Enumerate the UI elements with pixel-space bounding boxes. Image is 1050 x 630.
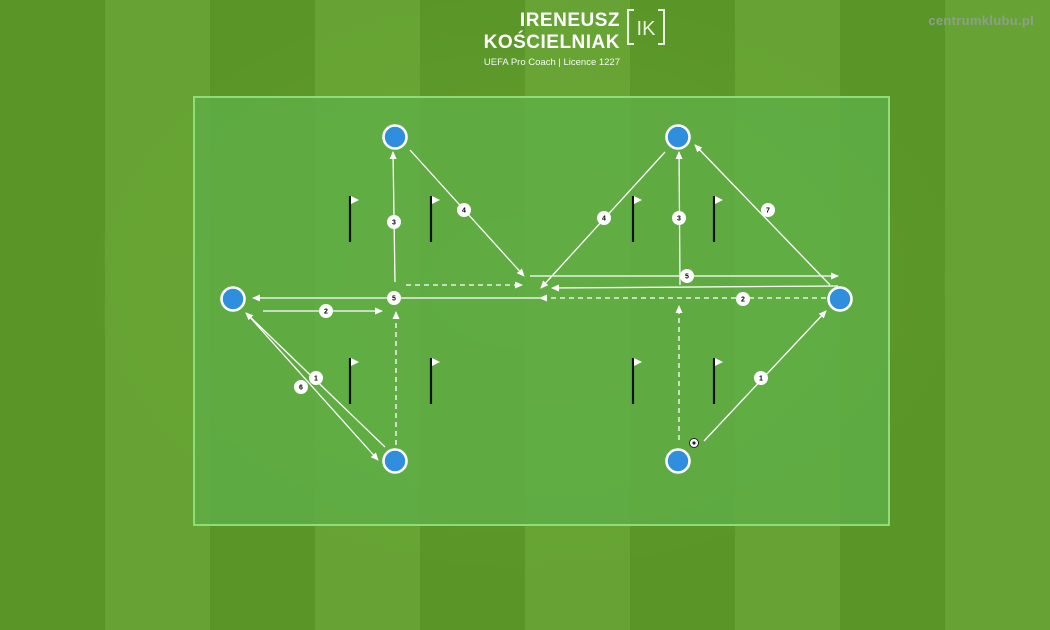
step-label-text: 6 bbox=[299, 385, 303, 392]
step-label-text: 2 bbox=[324, 309, 328, 316]
player-right-bottom bbox=[665, 448, 691, 474]
flag bbox=[631, 358, 642, 404]
players bbox=[220, 124, 853, 474]
step-label-text: 3 bbox=[392, 220, 396, 227]
coach-name: IRENEUSZ KOŚCIELNIAK bbox=[483, 10, 620, 53]
step-label: 5 bbox=[387, 291, 401, 305]
step-label: 1 bbox=[754, 371, 768, 385]
step-label-text: 1 bbox=[759, 376, 763, 383]
step-label-text: 5 bbox=[685, 274, 689, 281]
step-label: 3 bbox=[387, 215, 401, 229]
step-label: 2 bbox=[736, 292, 750, 306]
flag bbox=[631, 196, 642, 242]
step-label: 4 bbox=[597, 211, 611, 225]
pass-line bbox=[247, 314, 379, 461]
coach-subtitle: UEFA Pro Coach | Licence 1227 bbox=[483, 57, 620, 68]
coach-header: IRENEUSZ KOŚCIELNIAK UEFA Pro Coach | Li… bbox=[380, 10, 620, 68]
flag bbox=[429, 196, 440, 242]
step-label: 6 bbox=[294, 380, 308, 394]
flag bbox=[712, 196, 723, 242]
flag bbox=[348, 196, 359, 242]
step-label-text: 5 bbox=[392, 296, 396, 303]
pass-line bbox=[551, 284, 839, 292]
step-label-text: 7 bbox=[766, 208, 770, 215]
step-label: 1 bbox=[309, 371, 323, 385]
flag bbox=[348, 358, 359, 404]
player-left-bottom bbox=[382, 448, 408, 474]
flags bbox=[348, 196, 723, 404]
step-label-text: 3 bbox=[677, 216, 681, 223]
ik-logo: IK bbox=[627, 9, 665, 45]
step-label-text: 4 bbox=[602, 216, 606, 223]
sequence-labels: 1 6 2 5 3 4 4 3 7 5 2 1 bbox=[294, 203, 775, 394]
step-label: 2 bbox=[319, 304, 333, 318]
step-label-text: 4 bbox=[462, 208, 466, 215]
step-label: 5 bbox=[680, 269, 694, 283]
step-label: 4 bbox=[457, 203, 471, 217]
pass-line bbox=[694, 144, 831, 286]
player-right-top bbox=[665, 124, 691, 150]
site-name: centrumklubu.pl bbox=[928, 13, 1034, 28]
player-left-top bbox=[382, 124, 408, 150]
logo-letters: IK bbox=[637, 18, 657, 40]
football-icon bbox=[689, 438, 699, 448]
step-label: 3 bbox=[672, 211, 686, 225]
step-label-text: 1 bbox=[314, 376, 318, 383]
player-right-wide bbox=[827, 286, 853, 312]
step-label-text: 2 bbox=[741, 297, 745, 304]
flag bbox=[429, 358, 440, 404]
flag bbox=[712, 358, 723, 404]
player-left-wide bbox=[220, 286, 246, 312]
step-label: 7 bbox=[761, 203, 775, 217]
